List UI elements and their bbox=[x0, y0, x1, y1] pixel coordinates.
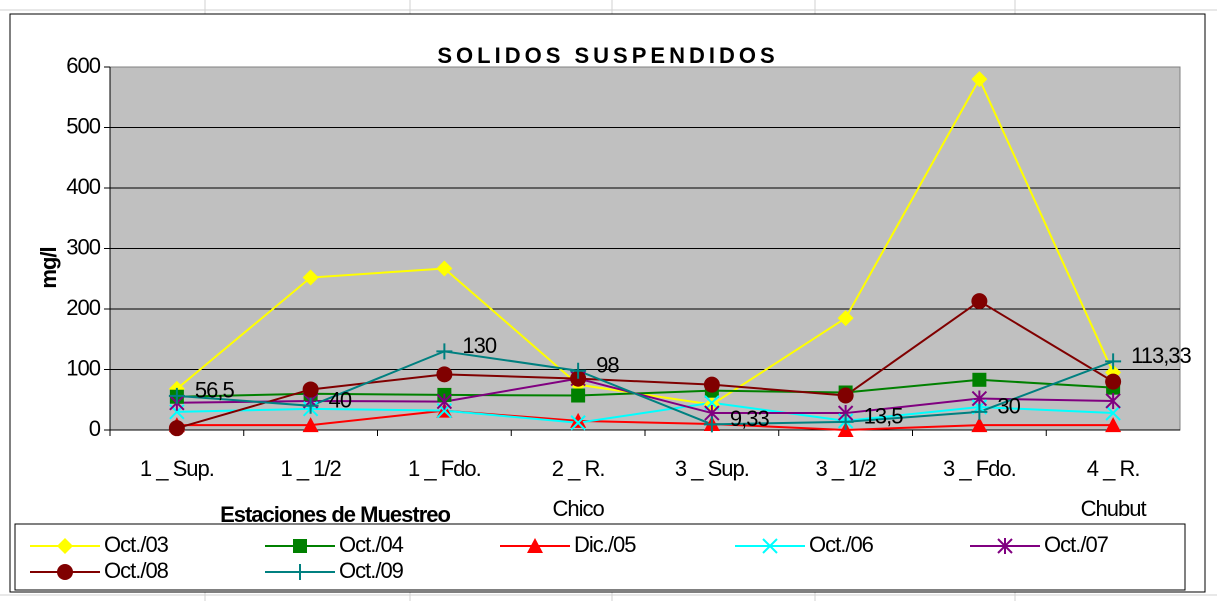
marker bbox=[436, 260, 453, 277]
marker bbox=[436, 366, 453, 383]
x-tick-label: 1 _ 1/2 bbox=[280, 456, 341, 481]
series-line bbox=[176, 299, 1114, 430]
marker bbox=[1105, 392, 1121, 409]
y-tick-label: 100 bbox=[66, 355, 100, 380]
y-tick-label: 600 bbox=[66, 53, 100, 78]
series-line bbox=[176, 378, 1114, 398]
marker bbox=[293, 539, 307, 553]
marker bbox=[571, 388, 586, 403]
x-tick-label: 4 _ R. Chubut bbox=[1081, 456, 1147, 521]
marker bbox=[972, 372, 987, 387]
legend bbox=[14, 523, 1186, 591]
chart-title: SOLIDOS SUSPENDIDOS bbox=[437, 43, 778, 68]
marker bbox=[971, 293, 988, 310]
marker bbox=[292, 564, 308, 580]
y-axis-label: mg/l bbox=[36, 247, 61, 288]
data-label: 30 bbox=[997, 394, 1020, 419]
series-line bbox=[176, 409, 1114, 432]
x-tick-label: 2 _ R. Chico bbox=[552, 456, 605, 521]
x-tick-label-line: Chubut bbox=[1081, 496, 1147, 521]
marker bbox=[436, 393, 453, 410]
data-label: 13,5 bbox=[864, 404, 904, 429]
legend-label: Oct./04 bbox=[339, 532, 404, 557]
marker bbox=[302, 397, 319, 414]
marker bbox=[971, 417, 988, 433]
marker bbox=[57, 538, 73, 554]
x-tick-label-line: 4 _ R. bbox=[1087, 456, 1140, 481]
legend-label: Oct./07 bbox=[1044, 532, 1109, 557]
marker bbox=[1105, 405, 1121, 421]
marker bbox=[762, 538, 778, 554]
marker bbox=[837, 413, 854, 430]
x-axis-label: Estaciones de Muestreo bbox=[220, 502, 450, 527]
legend-label: Dic./05 bbox=[574, 532, 636, 557]
marker bbox=[436, 343, 453, 360]
series-line bbox=[176, 401, 1114, 424]
data-label: 56,5 bbox=[195, 378, 235, 403]
marker bbox=[302, 417, 319, 433]
legend-label: Oct./06 bbox=[809, 532, 874, 557]
marker bbox=[703, 376, 720, 393]
marker bbox=[971, 71, 988, 88]
marker bbox=[302, 269, 319, 286]
marker bbox=[1105, 353, 1122, 370]
marker bbox=[971, 403, 988, 420]
x-tick-label: 1 _ Sup. bbox=[140, 456, 214, 481]
data-label: 130 bbox=[462, 333, 496, 358]
marker bbox=[570, 415, 586, 431]
data-label: 98 bbox=[596, 353, 619, 378]
y-tick-label: 400 bbox=[66, 174, 100, 199]
x-tick-label: 1 _ Fdo. bbox=[408, 456, 481, 481]
marker bbox=[570, 362, 587, 379]
data-label: 9,33 bbox=[730, 406, 770, 431]
data-label: 40 bbox=[329, 388, 352, 413]
data-label: 113,33 bbox=[1131, 343, 1191, 368]
marker bbox=[168, 387, 185, 404]
x-tick-label-line: Chico bbox=[553, 496, 605, 521]
y-tick-label: 0 bbox=[89, 416, 101, 441]
marker bbox=[997, 538, 1013, 554]
series-line bbox=[176, 377, 1114, 415]
marker bbox=[1105, 417, 1122, 433]
marker bbox=[302, 381, 319, 398]
marker bbox=[837, 310, 854, 327]
y-tick-label: 500 bbox=[66, 113, 100, 138]
legend-label: Oct./03 bbox=[104, 532, 169, 557]
marker bbox=[837, 387, 854, 404]
legend-label: Oct./09 bbox=[339, 558, 404, 583]
marker bbox=[57, 564, 73, 580]
marker bbox=[527, 538, 543, 553]
legend-label: Oct./08 bbox=[104, 558, 169, 583]
x-tick-label: 3 _ Fdo. bbox=[943, 456, 1016, 481]
y-tick-label: 300 bbox=[66, 234, 100, 259]
marker bbox=[570, 412, 587, 428]
x-tick-label: 3 _ 1/2 bbox=[815, 456, 876, 481]
series-line bbox=[176, 76, 1115, 406]
marker bbox=[1105, 373, 1122, 390]
marker bbox=[703, 416, 720, 433]
marker bbox=[168, 420, 185, 437]
x-tick-label-line: 2 _ R. bbox=[552, 456, 605, 481]
series-line bbox=[176, 350, 1114, 426]
x-tick-label: 3 _ Sup. bbox=[675, 456, 749, 481]
y-tick-label: 200 bbox=[66, 295, 100, 320]
